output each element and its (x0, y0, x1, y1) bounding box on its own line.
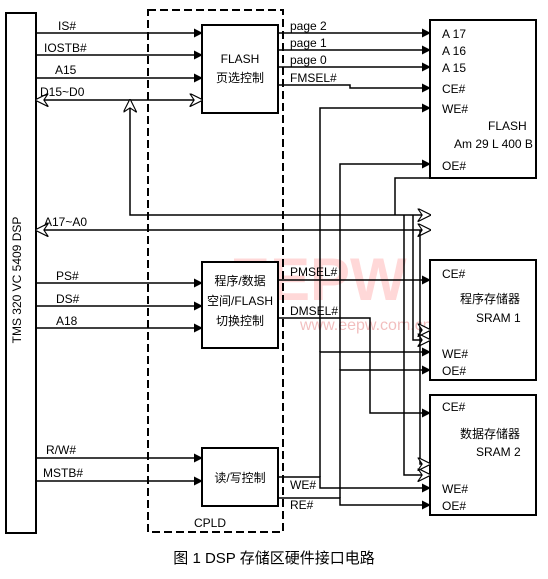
lbl-ce-sram2: CE# (442, 400, 466, 414)
lbl-ce-flash: CE# (442, 82, 466, 96)
lbl-a18: A18 (56, 314, 78, 328)
wire-re-sram1 (340, 370, 430, 498)
flash-ctrl-box (202, 25, 278, 113)
lbl-page2: page 2 (290, 19, 327, 33)
lbl-dmsel: DMSEL# (290, 304, 338, 318)
flash-title2: Am 29 L 400 B (454, 137, 533, 151)
lbl-page0: page 0 (290, 53, 327, 67)
dsp-label: TMS 320 VC 5409 DSP (10, 217, 24, 344)
lbl-we-sram2: WE# (442, 482, 468, 496)
lbl-d15d0: D15~D0 (40, 85, 85, 99)
wire-dbus-sram2 (404, 215, 430, 475)
diagram: EEPW www.eepw.com.cn TMS 320 VC 5409 DSP… (0, 0, 548, 579)
watermark-small: www.eepw.com.cn (299, 317, 432, 334)
lbl-ds: DS# (56, 292, 80, 306)
lbl-pmsel: PMSEL# (290, 265, 338, 279)
wire-abus-sram2 (420, 330, 430, 464)
flash-title1: FLASH (488, 119, 527, 133)
lbl-mstb: MSTB# (43, 466, 83, 480)
cpld-label: CPLD (194, 516, 226, 530)
lbl-we-flash: WE# (442, 102, 468, 116)
caption: 图 1 DSP 存储区硬件接口电路 (173, 550, 374, 567)
lbl-ps: PS# (56, 269, 79, 283)
wire-dbus-flash (395, 178, 430, 215)
lbl-a17a0: A17~A0 (44, 215, 87, 229)
lbl-we-sram1: WE# (442, 347, 468, 361)
sram2-title2: SRAM 2 (476, 445, 521, 459)
lbl-a17: A 17 (442, 27, 466, 41)
space-ctrl-l1: 程序/数据 (214, 273, 265, 288)
lbl-a16: A 16 (442, 44, 466, 58)
lbl-rw: R/W# (46, 443, 76, 457)
lbl-oe-sram2: OE# (442, 499, 466, 513)
lbl-re-out: RE# (290, 498, 314, 512)
lbl-oe-sram1: OE# (442, 364, 466, 378)
lbl-page1: page 1 (290, 36, 327, 50)
lbl-a15b: A 15 (442, 61, 466, 75)
lbl-a15a: A15 (55, 63, 77, 77)
wire-fmsel (278, 85, 430, 88)
sram2-title1: 数据存储器 (460, 426, 520, 441)
lbl-oe-flash: OE# (442, 159, 466, 173)
rw-ctrl-l1: 读/写控制 (214, 471, 265, 485)
flash-ctrl-l1: FLASH (221, 52, 260, 66)
lbl-is: IS# (58, 19, 76, 33)
lbl-fmsel: FMSEL# (290, 71, 337, 85)
lbl-iostb: IOSTB# (44, 41, 87, 55)
flash-ctrl-l2: 页选控制 (216, 71, 264, 85)
space-ctrl-l2: 空间/FLASH (207, 294, 273, 308)
lbl-ce-sram1: CE# (442, 267, 466, 281)
wire-dbus-trunk (130, 100, 430, 215)
sram1-title2: SRAM 1 (476, 311, 521, 325)
lbl-we-out: WE# (290, 478, 316, 492)
space-ctrl-l3: 切换控制 (216, 314, 264, 328)
sram1-title1: 程序存储器 (460, 291, 520, 306)
